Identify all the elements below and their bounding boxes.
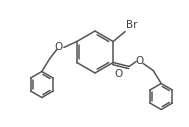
- Text: O: O: [115, 69, 123, 79]
- Text: O: O: [55, 43, 63, 52]
- Text: O: O: [135, 57, 143, 67]
- Text: Br: Br: [126, 20, 138, 30]
